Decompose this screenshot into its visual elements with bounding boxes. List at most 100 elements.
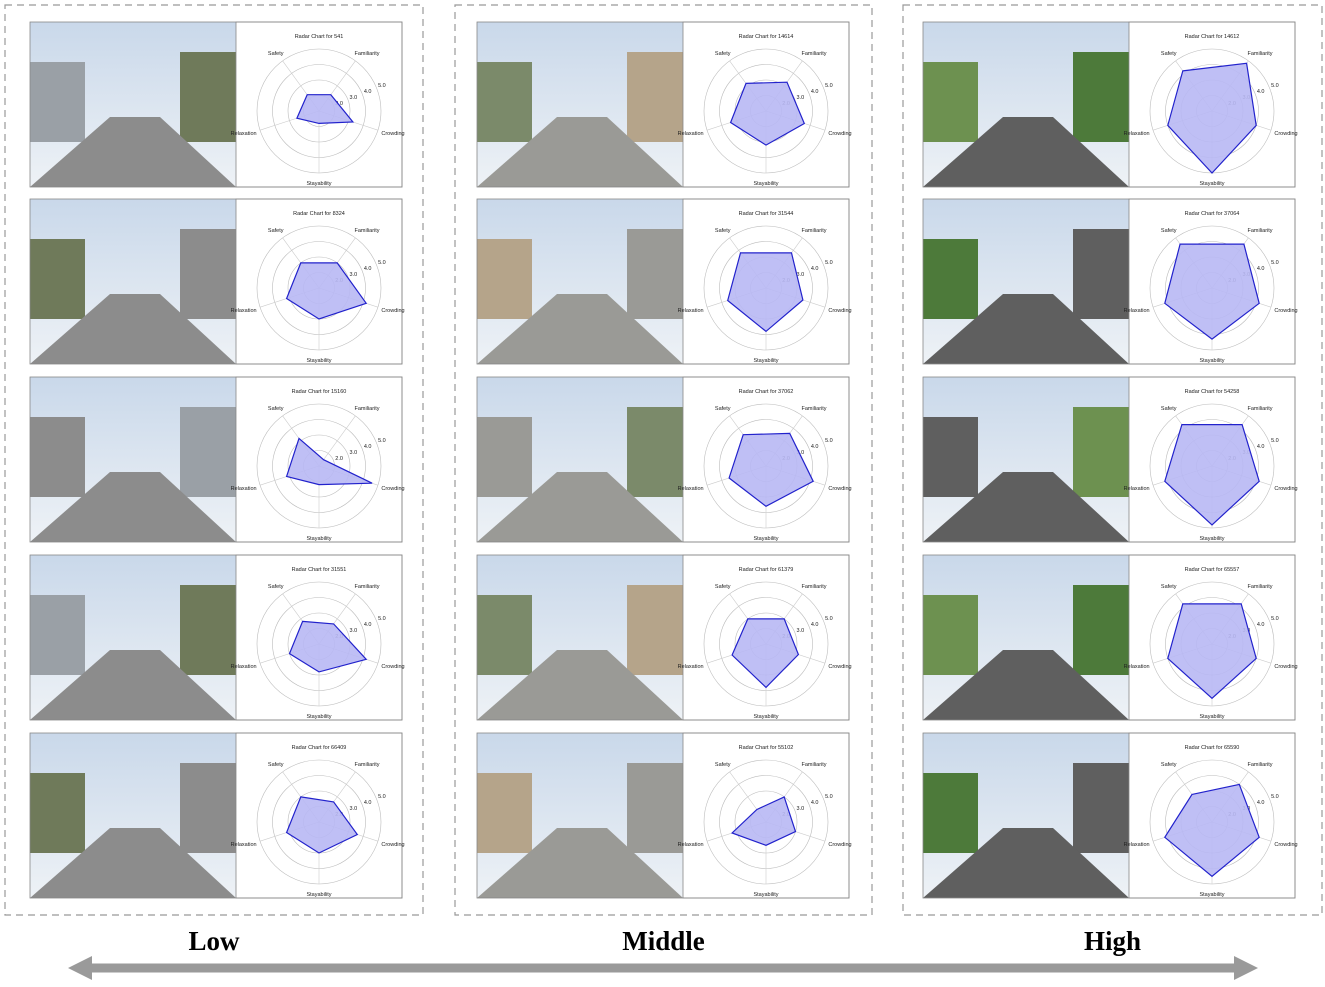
- radar-axis-label: Familiarity: [354, 762, 379, 768]
- photo-side: [1073, 585, 1129, 675]
- radar-tick-label: 5.0: [825, 794, 833, 800]
- radar-title: Radar Chart for 66409: [292, 745, 347, 751]
- panel-frame: [922, 198, 1296, 365]
- panel-frame: [476, 376, 850, 543]
- radar-area: [1164, 243, 1260, 340]
- radar-spoke: [318, 415, 356, 467]
- photo-side: [180, 407, 236, 497]
- panel-frame: [29, 198, 403, 365]
- photo-side: [30, 595, 85, 675]
- panel-frame: [476, 732, 850, 899]
- panel-frame: [476, 21, 850, 188]
- radar-tick-label: 4.0: [1257, 89, 1265, 95]
- photo-side: [30, 417, 85, 497]
- radar-axis-label: Safety: [1161, 584, 1177, 590]
- photo-road: [30, 472, 236, 542]
- radar-axis-label: Familiarity: [354, 228, 379, 234]
- photo-side: [627, 763, 683, 853]
- photo-side: [627, 585, 683, 675]
- radar-tick-label: 4.0: [364, 444, 372, 450]
- photo-side: [1073, 229, 1129, 319]
- radar-tick-label: 4.0: [1257, 800, 1265, 806]
- photo-road: [30, 828, 236, 898]
- radar-tick-label: 5.0: [825, 616, 833, 622]
- radar-axis-label: Stayability: [1199, 892, 1224, 898]
- radar-tick-label: 5.0: [1271, 438, 1279, 444]
- radar-axis-label: Familiarity: [1247, 51, 1272, 57]
- radar-title: Radar Chart for 65590: [1185, 745, 1240, 751]
- radar-tick-label: 5.0: [825, 438, 833, 444]
- radar-axis-label: Crowding: [828, 308, 851, 314]
- radar-tick-label: 5.0: [1271, 616, 1279, 622]
- radar-tick-label: 5.0: [378, 260, 386, 266]
- photo-side: [1073, 52, 1129, 142]
- radar-axis-label: Familiarity: [1247, 228, 1272, 234]
- radar-axis-label: Relaxation: [231, 842, 257, 848]
- radar-title: Radar Chart for 15160: [292, 389, 347, 395]
- photo-road: [477, 650, 683, 720]
- photo-road: [923, 294, 1129, 364]
- radar-axis-label: Familiarity: [801, 51, 826, 57]
- radar-tick-label: 2.0: [335, 101, 343, 107]
- radar-title: Radar Chart for 61379: [739, 567, 794, 573]
- photo-side: [923, 62, 978, 142]
- radar-tick-label: 4.0: [364, 800, 372, 806]
- radar-title: Radar Chart for 37064: [1185, 211, 1240, 217]
- photo-road: [923, 472, 1129, 542]
- radar-axis-label: Safety: [715, 228, 731, 234]
- radar-title: Radar Chart for 54258: [1185, 389, 1240, 395]
- radar-area: [729, 81, 806, 146]
- radar-axis-label: Crowding: [828, 486, 851, 492]
- radar-area: [1164, 783, 1260, 878]
- radar-axis-label: Stayability: [1199, 358, 1224, 364]
- radar-tick-label: 5.0: [378, 794, 386, 800]
- radar-axis-label: Safety: [715, 406, 731, 412]
- photo-side: [923, 239, 978, 319]
- radar-axis-label: Familiarity: [354, 406, 379, 412]
- radar-axis-label: Safety: [1161, 228, 1177, 234]
- photo-side: [923, 595, 978, 675]
- radar-axis-label: Familiarity: [1247, 406, 1272, 412]
- radar-area: [728, 432, 814, 508]
- radar-axis-label: Relaxation: [678, 131, 704, 137]
- photo-road: [923, 650, 1129, 720]
- group-label: High: [1084, 926, 1141, 956]
- photo-side: [923, 773, 978, 853]
- radar-title: Radar Chart for 8324: [293, 211, 345, 217]
- radar-tick-label: 3.0: [797, 628, 805, 634]
- radar-axis-label: Stayability: [753, 181, 778, 187]
- arrow-head: [1234, 956, 1258, 980]
- radar-tick-label: 4.0: [811, 800, 819, 806]
- photo-side: [477, 62, 532, 142]
- photo-side: [30, 62, 85, 142]
- radar-axis-label: Safety: [1161, 762, 1177, 768]
- radar-axis-label: Familiarity: [1247, 762, 1272, 768]
- panel-frame: [922, 21, 1296, 188]
- radar-tick-label: 5.0: [378, 438, 386, 444]
- radar-axis-label: Safety: [1161, 406, 1177, 412]
- photo-side: [477, 595, 532, 675]
- radar-area: [296, 94, 355, 125]
- radar-axis-label: Crowding: [381, 131, 404, 137]
- radar-tick-label: 4.0: [1257, 622, 1265, 628]
- radar-tick-label: 3.0: [350, 95, 358, 101]
- panel-frame: [476, 198, 850, 365]
- radar-axis-label: Safety: [1161, 51, 1177, 57]
- photo-side: [180, 763, 236, 853]
- photo-road: [30, 294, 236, 364]
- radar-axis-label: Stayability: [1199, 714, 1224, 720]
- radar-area: [731, 618, 800, 689]
- photo-side: [627, 229, 683, 319]
- radar-title: Radar Chart for 541: [295, 34, 344, 40]
- radar-tick-label: 3.0: [797, 95, 805, 101]
- photo-side: [477, 239, 532, 319]
- radar-area: [1164, 424, 1260, 526]
- photo-road: [923, 117, 1129, 187]
- photo-side: [30, 239, 85, 319]
- photo-road: [477, 472, 683, 542]
- radar-axis-label: Stayability: [306, 714, 331, 720]
- photo-side: [1073, 407, 1129, 497]
- radar-area: [285, 796, 359, 854]
- radar-tick-label: 4.0: [364, 622, 372, 628]
